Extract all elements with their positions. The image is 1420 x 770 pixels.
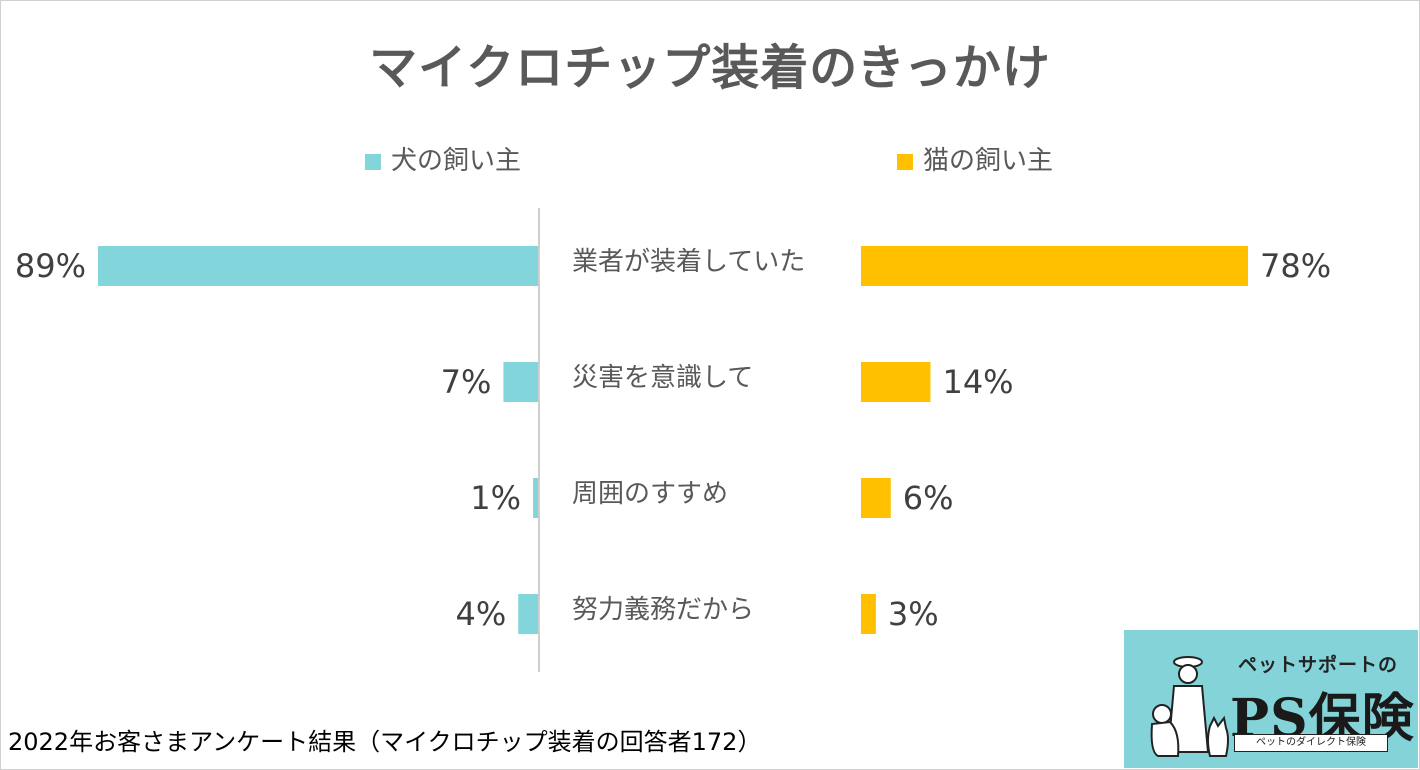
dog-bar — [503, 362, 538, 402]
legend-cat-label: 猫の飼い主 — [923, 146, 1054, 176]
ps-insurance-logo: ペットサポートの PS保険 ペットのダイレクト保険 — [1124, 630, 1418, 768]
cat-bar — [861, 362, 931, 402]
legend-cat: 猫の飼い主 — [897, 140, 1053, 177]
dog-cat-owner-icon — [1150, 656, 1229, 757]
legend-dog-swatch — [365, 154, 381, 170]
footnote: 2022年お客さまアンケート結果（マイクロチップ装着の回答者172） — [8, 728, 762, 756]
category-label: 努力義務だから — [572, 595, 754, 625]
category-label: 周囲のすすめ — [572, 479, 728, 509]
cat-data-label: 6% — [903, 479, 954, 517]
category-label: 災害を意識して — [572, 363, 753, 393]
legend-dog-label: 犬の飼い主 — [391, 146, 522, 176]
chart-title: マイクロチップ装着のきっかけ — [369, 40, 1051, 96]
cat-bar — [861, 594, 876, 634]
dog-bar — [518, 594, 538, 634]
cat-data-label: 78% — [1260, 247, 1331, 285]
cat-data-label: 14% — [942, 363, 1013, 401]
legend-dog: 犬の飼い主 — [365, 140, 521, 177]
cat-data-label: 3% — [888, 595, 939, 633]
dog-bar — [533, 478, 538, 518]
dog-data-label: 89% — [15, 247, 86, 285]
legend-cat-swatch — [897, 154, 913, 170]
dog-data-label: 4% — [455, 595, 506, 633]
logo-tagline: ペットのダイレクト保険 — [1234, 734, 1388, 752]
dog-data-label: 1% — [470, 479, 521, 517]
cat-bar — [861, 246, 1248, 286]
cat-bar — [861, 478, 891, 518]
dog-bar — [98, 246, 538, 286]
dog-data-label: 7% — [441, 363, 492, 401]
logo-subtitle: ペットサポートの — [1238, 654, 1399, 676]
category-label: 業者が装着していた — [572, 247, 805, 277]
